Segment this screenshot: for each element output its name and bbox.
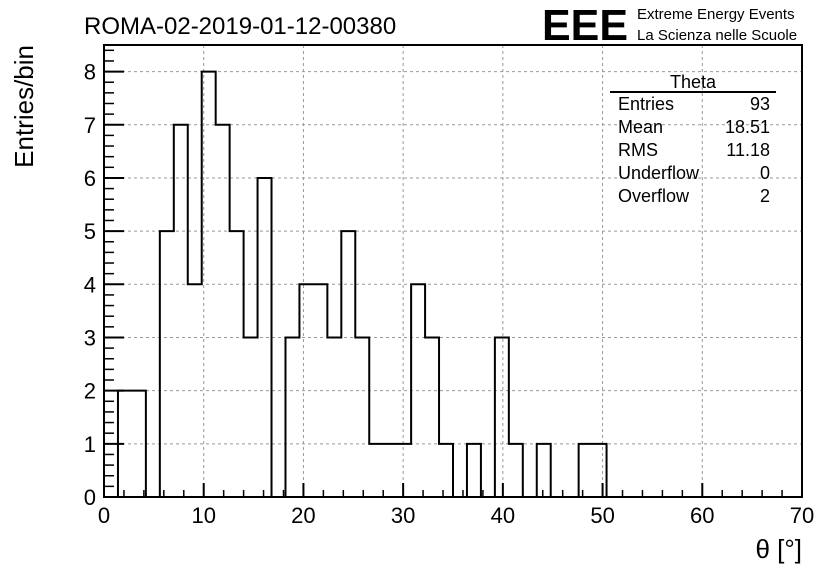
stats-value: 18.51	[725, 117, 770, 137]
plot-frame	[103, 44, 803, 498]
stats-value: 11.18	[726, 140, 770, 160]
x-tick-label: 20	[291, 503, 315, 528]
stats-label: Mean	[618, 117, 663, 137]
histogram-bin	[160, 231, 174, 497]
stats-value: 93	[750, 94, 770, 114]
histogram-bin	[244, 337, 258, 497]
x-tick-label: 10	[191, 503, 215, 528]
histogram-bin	[230, 231, 244, 497]
x-tick-label: 30	[391, 503, 415, 528]
y-tick-label: 5	[84, 219, 96, 244]
y-tick-label: 6	[84, 166, 96, 191]
y-tick-label: 2	[84, 379, 96, 404]
y-tick-label: 0	[84, 485, 96, 510]
histogram-bin	[579, 444, 593, 497]
logo-text: EEE	[542, 1, 628, 50]
histogram-outline	[116, 70, 608, 498]
y-tick-label: 3	[84, 325, 96, 350]
histogram-bin	[369, 444, 383, 497]
y-axis-label: Entries/bin	[9, 45, 39, 168]
histogram-bin	[174, 125, 188, 497]
histogram-bin	[509, 444, 523, 497]
x-tick-label: 70	[790, 503, 814, 528]
stats-box: Theta Entries 93 Mean 18.51 RMS 11.18 Underflo…	[610, 72, 776, 206]
y-tick-label: 8	[84, 60, 96, 85]
histogram-bin	[327, 337, 341, 497]
histogram-bin	[439, 444, 453, 497]
y-tick-label: 4	[84, 272, 96, 297]
histogram-bin	[299, 284, 313, 497]
stats-label: Overflow	[618, 186, 690, 206]
histogram-bin	[258, 178, 272, 497]
x-tick-label: 0	[98, 503, 110, 528]
logo-line-2: La Scienza nelle Scuole	[637, 27, 797, 44]
histogram-bars	[116, 70, 608, 498]
stats-value: 2	[760, 186, 770, 206]
histogram-bin	[341, 231, 355, 497]
stats-value: 0	[760, 163, 770, 183]
x-tick-label: 50	[590, 503, 614, 528]
logo-line-1: Extreme Energy Events	[637, 6, 795, 23]
histogram-bin	[495, 337, 509, 497]
x-tick-label: 60	[690, 503, 714, 528]
stats-label: Entries	[618, 94, 674, 114]
histogram-bin	[537, 444, 551, 497]
stats-label: Underflow	[618, 163, 700, 183]
histogram-bin	[593, 444, 607, 497]
x-axis-label: θ [°]	[755, 534, 802, 564]
stats-label: RMS	[618, 140, 658, 160]
histogram-bin	[467, 444, 481, 497]
histogram-bin	[216, 125, 230, 497]
y-tick-label: 7	[84, 113, 96, 138]
grid-lines	[104, 45, 802, 497]
histogram-bin	[355, 337, 369, 497]
histogram-bin	[383, 444, 397, 497]
y-tick-label: 1	[84, 432, 96, 457]
histogram-bin	[425, 337, 439, 497]
chart-title: ROMA-02-2019-01-12-00380	[84, 13, 396, 40]
stats-title: Theta	[670, 72, 717, 92]
x-tick-label: 40	[491, 503, 515, 528]
histogram-bin	[285, 337, 299, 497]
